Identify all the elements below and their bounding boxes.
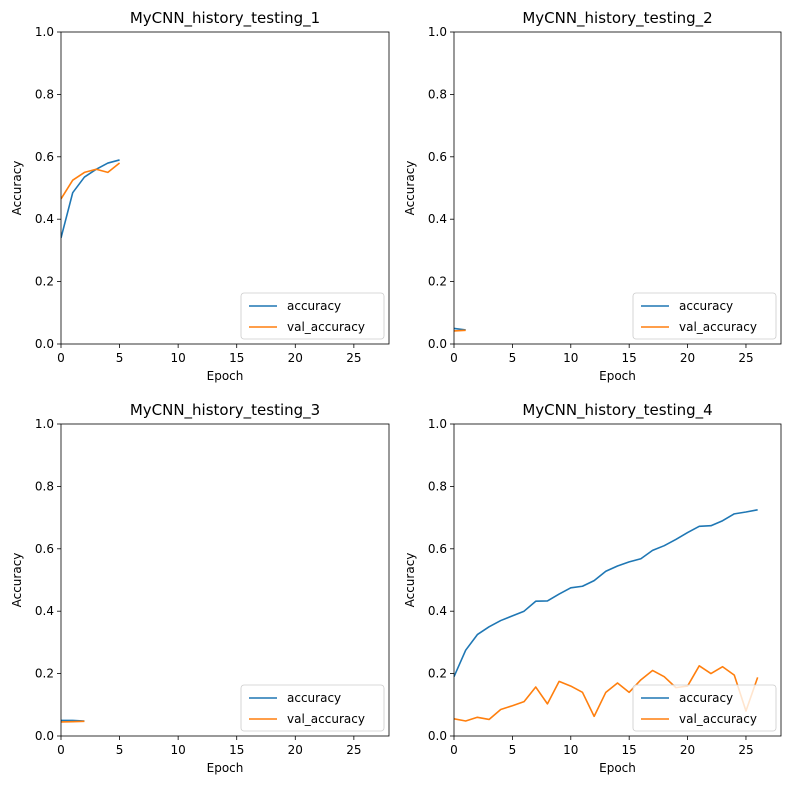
x-tick-label: 5 (116, 351, 124, 365)
y-tick-label: 0.0 (35, 729, 54, 743)
x-tick-label: 15 (229, 351, 244, 365)
x-tick-label: 0 (450, 351, 458, 365)
y-tick-label: 0.6 (428, 542, 447, 556)
subplot-title: MyCNN_history_testing_1 (130, 9, 320, 28)
series-line-val-accuracy (61, 162, 121, 200)
x-tick-label: 5 (116, 743, 124, 757)
series-line-val-accuracy (61, 720, 85, 723)
axes-frame (453, 31, 782, 345)
axes-frame (60, 31, 390, 345)
y-tick-label: 0.0 (428, 729, 447, 743)
series-line-accuracy (454, 509, 758, 678)
x-tick-label: 0 (57, 351, 65, 365)
subplot-4: MyCNN_history_testing_4 0 5 10 15 20 25 0.0 0.2 0… (403, 401, 782, 775)
y-tick-label: 0.0 (428, 337, 447, 351)
y-tick-label: 0.4 (428, 604, 447, 618)
axes-frame (60, 423, 390, 737)
subplot-2: MyCNN_history_testing_2 0 5 10 15 20 25 0.0 0.2 0… (403, 9, 782, 383)
x-axis-label: Epoch (599, 369, 636, 383)
y-tick-label: 0.2 (428, 667, 447, 681)
y-tick-label: 1.0 (35, 25, 54, 39)
y-tick-label: 0.8 (428, 87, 447, 101)
x-tick-label: 15 (622, 351, 637, 365)
subplot-title: MyCNN_history_testing_3 (130, 401, 320, 420)
subplot-title: MyCNN_history_testing_2 (522, 9, 712, 28)
x-tick-label: 25 (738, 743, 753, 757)
y-tick-label: 0.2 (35, 667, 54, 681)
x-axis-label: Epoch (599, 761, 636, 775)
y-axis-label: Accuracy (403, 553, 417, 608)
legend-label: accuracy (287, 299, 341, 313)
legend-label: accuracy (287, 691, 341, 705)
y-tick-label: 0.8 (35, 87, 54, 101)
legend-label: val_accuracy (679, 320, 757, 334)
y-tick-label: 1.0 (428, 25, 447, 39)
y-axis-label: Accuracy (403, 161, 417, 216)
x-tick-label: 15 (229, 743, 244, 757)
x-tick-label: 25 (738, 351, 753, 365)
y-tick-label: 0.6 (35, 542, 54, 556)
subplot-1: MyCNN_history_testing_1 0 5 10 15 20 25 0.0 0.2 0… (10, 9, 390, 383)
y-axis-label: Accuracy (10, 161, 24, 216)
axes-frame (453, 423, 782, 737)
series-line-accuracy (61, 159, 120, 239)
legend: accuracy val_accuracy (632, 292, 777, 340)
x-tick-label: 10 (563, 351, 578, 365)
y-tick-label: 1.0 (35, 417, 54, 431)
y-tick-label: 0.8 (35, 479, 54, 493)
y-tick-label: 0.2 (35, 275, 54, 289)
x-tick-label: 5 (509, 743, 517, 757)
y-tick-label: 0.6 (428, 150, 447, 164)
y-tick-label: 1.0 (428, 417, 447, 431)
legend-label: accuracy (679, 691, 733, 705)
x-tick-label: 10 (171, 743, 186, 757)
x-tick-label: 20 (680, 351, 695, 365)
x-axis-label: Epoch (207, 761, 244, 775)
x-tick-label: 0 (450, 743, 458, 757)
y-tick-label: 0.4 (35, 212, 54, 226)
subplot-title: MyCNN_history_testing_4 (522, 401, 712, 420)
legend-label: val_accuracy (287, 320, 365, 334)
y-tick-label: 0.8 (428, 479, 447, 493)
y-axis-label: Accuracy (10, 553, 24, 608)
x-tick-label: 25 (346, 351, 361, 365)
subplot-3: MyCNN_history_testing_3 0 5 10 15 20 25 0.0 0.2 0… (10, 401, 390, 775)
legend-label: val_accuracy (679, 712, 757, 726)
series-line-val-accuracy (454, 329, 466, 332)
x-tick-label: 10 (563, 743, 578, 757)
y-tick-label: 0.6 (35, 150, 54, 164)
y-tick-label: 0.2 (428, 275, 447, 289)
x-tick-label: 0 (57, 743, 65, 757)
y-tick-label: 0.0 (35, 337, 54, 351)
x-axis-label: Epoch (207, 369, 244, 383)
legend-label: val_accuracy (287, 712, 365, 726)
x-tick-label: 25 (346, 743, 361, 757)
legend: accuracy val_accuracy (240, 292, 385, 340)
y-tick-label: 0.4 (35, 604, 54, 618)
x-tick-label: 20 (288, 743, 303, 757)
series-line-val-accuracy (454, 664, 759, 722)
legend-label: accuracy (679, 299, 733, 313)
x-tick-label: 20 (288, 351, 303, 365)
legend: accuracy val_accuracy (632, 684, 777, 732)
x-tick-label: 20 (680, 743, 695, 757)
legend: accuracy val_accuracy (240, 684, 385, 732)
x-tick-label: 5 (509, 351, 517, 365)
y-tick-label: 0.4 (428, 212, 447, 226)
x-tick-label: 10 (171, 351, 186, 365)
x-tick-label: 15 (622, 743, 637, 757)
